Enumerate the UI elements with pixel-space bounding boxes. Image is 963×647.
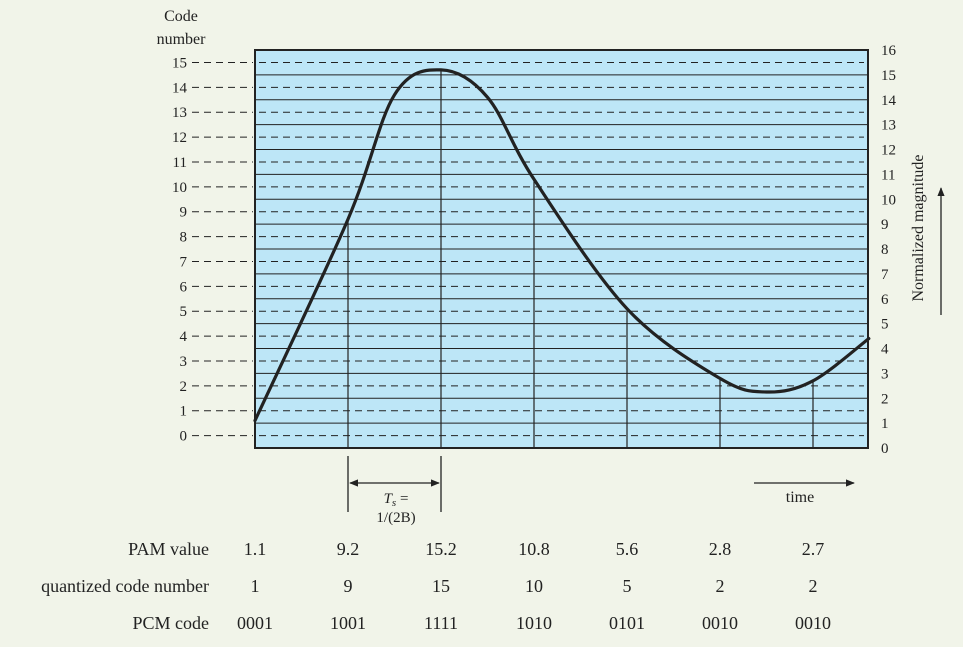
left-tick-label: 0	[180, 429, 188, 445]
left-tick-label: 7	[180, 254, 188, 270]
table-cell: 2	[809, 576, 818, 596]
left-tick-label: 15	[172, 55, 187, 71]
left-axis-title-line1: Code	[164, 8, 198, 25]
table-cell: 10.8	[518, 539, 550, 559]
table-cell: 1010	[516, 613, 552, 633]
left-tick-label: 4	[180, 329, 188, 345]
ts-equals: =	[396, 491, 408, 507]
table-cell: 1	[251, 576, 260, 596]
ts-label-line1: Ts =	[384, 491, 409, 509]
sample-lines	[347, 69, 814, 448]
right-tick-label: 12	[881, 143, 896, 159]
right-tick-label: 15	[881, 68, 896, 84]
left-tick-label: 9	[180, 205, 188, 221]
right-tick-label: 2	[881, 391, 889, 407]
ts-subscript: s	[392, 497, 396, 509]
left-tick-label: 12	[172, 130, 187, 146]
table-cell: 0010	[795, 613, 831, 633]
left-tick-label: 11	[173, 155, 187, 171]
table-cell: 2.8	[709, 539, 732, 559]
right-tick-label: 7	[881, 267, 889, 283]
code-level-dashes	[192, 61, 253, 437]
table-cell: 15	[432, 576, 450, 596]
ts-symbol: T	[384, 491, 394, 507]
table-cell: 15.2	[425, 539, 457, 559]
left-axis-title-line2: number	[157, 31, 207, 48]
left-tick-label: 6	[180, 279, 188, 295]
pcm-table: PAM value 1.1 9.2 15.2 10.8 5.6 2.8 2.7 quantize…	[41, 539, 831, 633]
table-cell: 0010	[702, 613, 738, 633]
quantization-dashes	[259, 61, 864, 437]
time-label: time	[786, 489, 814, 506]
right-tick-label: 11	[881, 167, 895, 183]
right-tick-label: 9	[881, 217, 889, 233]
table-row-label: quantized code number	[41, 576, 209, 596]
left-tick-label: 8	[180, 230, 188, 246]
right-axis-title: Normalized magnitude	[910, 154, 927, 301]
table-cell: 1111	[424, 613, 458, 633]
table-cell: 0101	[609, 613, 645, 633]
table-cell: 1.1	[244, 539, 267, 559]
right-tick-label: 5	[881, 317, 889, 333]
left-tick-label: 10	[172, 180, 187, 196]
left-tick-label: 1	[180, 404, 188, 420]
table-cell: 1001	[330, 613, 366, 633]
right-tick-label: 16	[881, 43, 897, 59]
signal-curve	[253, 68, 871, 423]
table-row-label: PAM value	[128, 539, 209, 559]
right-tick-label: 14	[881, 93, 897, 109]
right-tick-label: 3	[881, 366, 889, 382]
left-tick-label: 5	[180, 304, 188, 320]
right-tick-label: 0	[881, 441, 889, 457]
table-cell: 5	[623, 576, 632, 596]
table-cell: 9.2	[337, 539, 360, 559]
right-tick-label: 8	[881, 242, 889, 258]
right-tick-label: 4	[881, 342, 889, 358]
table-cell: 2	[716, 576, 725, 596]
table-cell: 0001	[237, 613, 273, 633]
left-tick-label: 13	[172, 105, 187, 121]
right-tick-label: 10	[881, 192, 896, 208]
right-tick-label: 13	[881, 118, 896, 134]
left-tick-label: 2	[180, 379, 188, 395]
left-tick-label: 14	[172, 80, 188, 96]
right-tick-label: 1	[881, 416, 889, 432]
table-cell: 9	[344, 576, 353, 596]
right-tick-label: 6	[881, 292, 889, 308]
table-row-label: PCM code	[133, 613, 210, 633]
left-tick-label: 3	[180, 354, 188, 370]
table-cell: 10	[525, 576, 543, 596]
table-cell: 2.7	[802, 539, 825, 559]
table-cell: 5.6	[616, 539, 639, 559]
ts-label-line2: 1/(2B)	[376, 510, 415, 526]
